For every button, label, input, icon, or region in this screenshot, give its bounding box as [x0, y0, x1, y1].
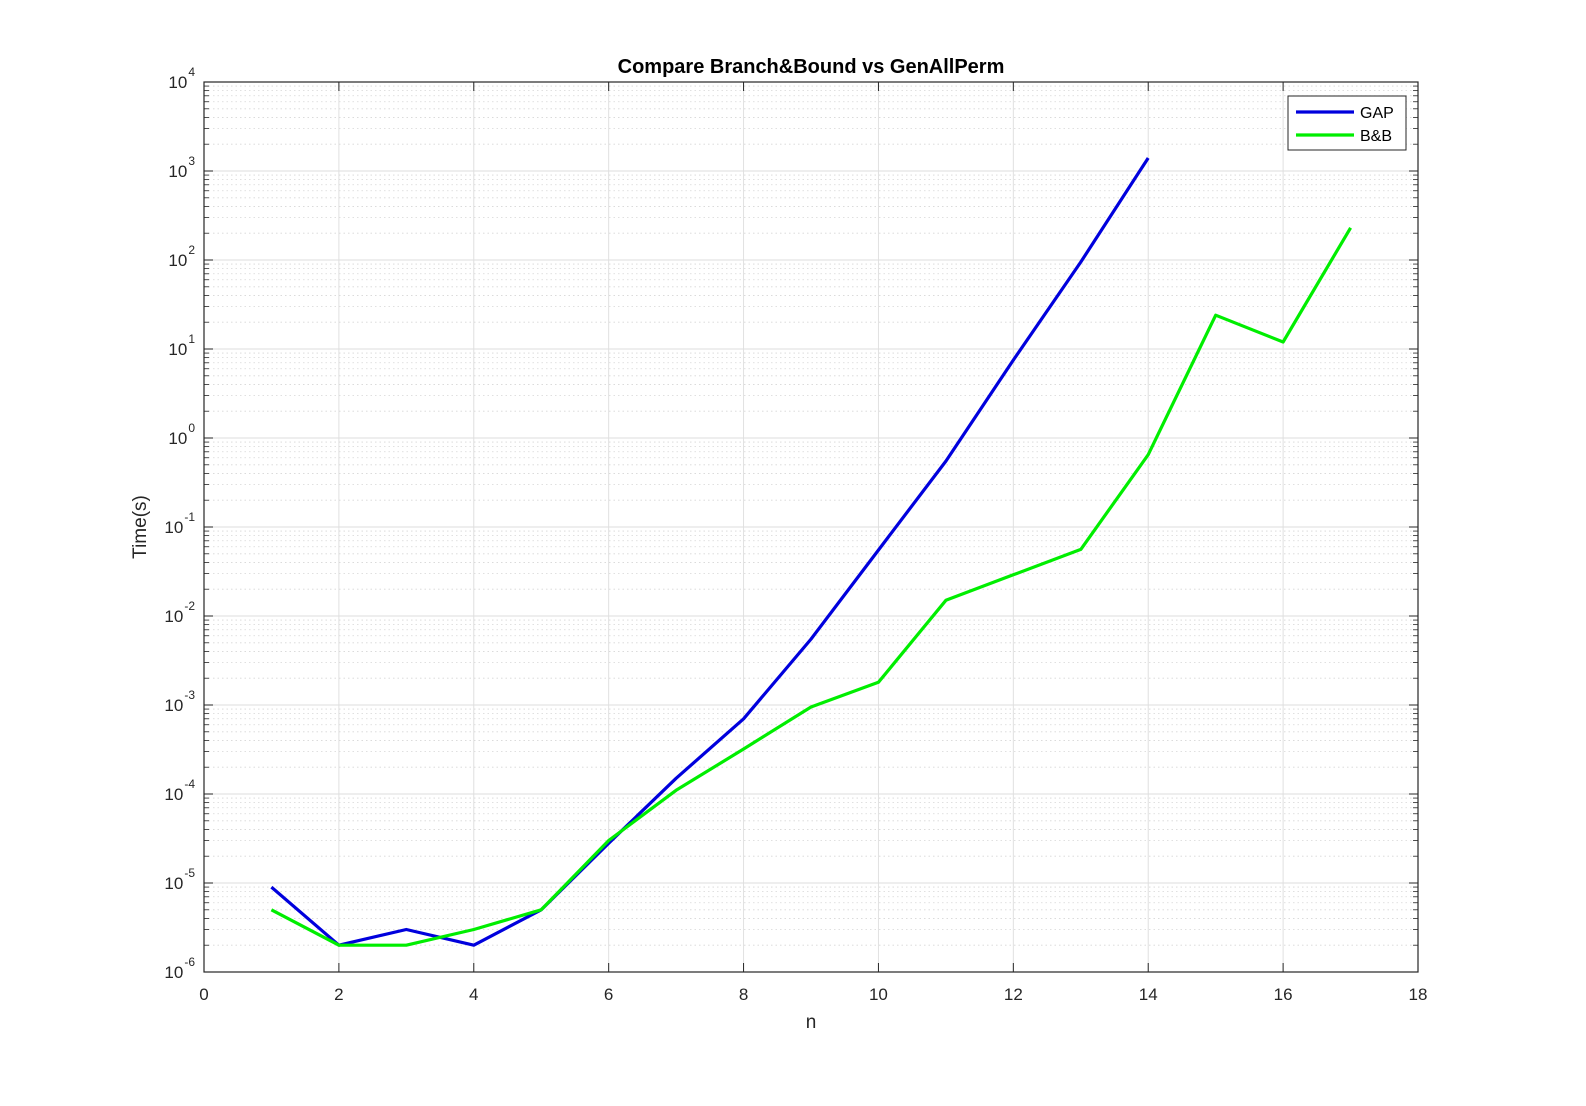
- series-line-gap: [270, 157, 1150, 947]
- y-tick-exponent: 3: [188, 154, 195, 168]
- y-tick-base: 10: [168, 340, 187, 359]
- x-tick-label: 0: [199, 985, 208, 1004]
- y-tick-base: 10: [164, 874, 183, 893]
- x-tick-label: 4: [469, 985, 478, 1004]
- y-tick-exponent: -2: [184, 599, 195, 613]
- y-tick-exponent: -1: [184, 510, 195, 524]
- x-tick-label: 16: [1274, 985, 1293, 1004]
- y-tick-exponent: 1: [188, 332, 195, 346]
- y-tick-base: 10: [164, 696, 183, 715]
- x-tick-label: 14: [1139, 985, 1158, 1004]
- legend-item: B&B: [1296, 128, 1392, 145]
- y-tick-exponent: -3: [184, 688, 195, 702]
- y-axis-label: Time(s): [130, 495, 151, 559]
- y-tick-exponent: -5: [184, 866, 195, 880]
- y-tick-base: 10: [168, 73, 187, 92]
- legend: GAP B&B: [1287, 95, 1407, 151]
- x-tick-label: 10: [869, 985, 888, 1004]
- y-tick-label: -110: [164, 510, 195, 537]
- x-tick-label: 2: [334, 985, 343, 1004]
- y-tick-label: -210: [164, 599, 195, 626]
- ticks: 0 2 4 6 8 10 12 14 16 18-610-510-410-310-210-1100…: [164, 65, 1427, 1004]
- grid: [204, 82, 1418, 972]
- y-tick-label: -310: [164, 688, 195, 715]
- y-tick-exponent: -6: [184, 955, 195, 969]
- x-tick-label: 12: [1004, 985, 1023, 1004]
- y-tick-exponent: 2: [188, 243, 195, 257]
- x-tick-label: 8: [739, 985, 748, 1004]
- legend-item: GAP: [1296, 105, 1394, 122]
- legend-box: [1287, 95, 1407, 151]
- y-tick-label: 010: [168, 421, 195, 448]
- series-line-b-b: [270, 226, 1352, 947]
- y-tick-exponent: -4: [184, 777, 195, 791]
- y-tick-base: 10: [168, 251, 187, 270]
- y-tick-label: 310: [168, 154, 195, 181]
- x-axis-label: n: [806, 1012, 817, 1033]
- series-lines: [270, 157, 1352, 947]
- y-tick-base: 10: [164, 963, 183, 982]
- chart-title: Compare Branch&Bound vs GenAllPerm: [618, 56, 1005, 78]
- x-tick-label: 18: [1409, 985, 1428, 1004]
- y-tick-base: 10: [168, 162, 187, 181]
- y-tick-exponent: 0: [188, 421, 195, 435]
- y-tick-label: 410: [168, 65, 195, 92]
- y-tick-base: 10: [164, 607, 183, 626]
- y-tick-label: 210: [168, 243, 195, 270]
- y-tick-label: 110: [168, 332, 195, 359]
- y-tick-exponent: 4: [188, 65, 195, 79]
- y-tick-base: 10: [168, 429, 187, 448]
- legend-label: GAP: [1360, 105, 1394, 122]
- y-tick-label: -510: [164, 866, 195, 893]
- y-tick-label: -410: [164, 777, 195, 804]
- y-tick-base: 10: [164, 785, 183, 804]
- y-tick-base: 10: [164, 518, 183, 537]
- x-tick-label: 6: [604, 985, 613, 1004]
- y-tick-label: -610: [164, 955, 195, 982]
- legend-label: B&B: [1360, 128, 1392, 145]
